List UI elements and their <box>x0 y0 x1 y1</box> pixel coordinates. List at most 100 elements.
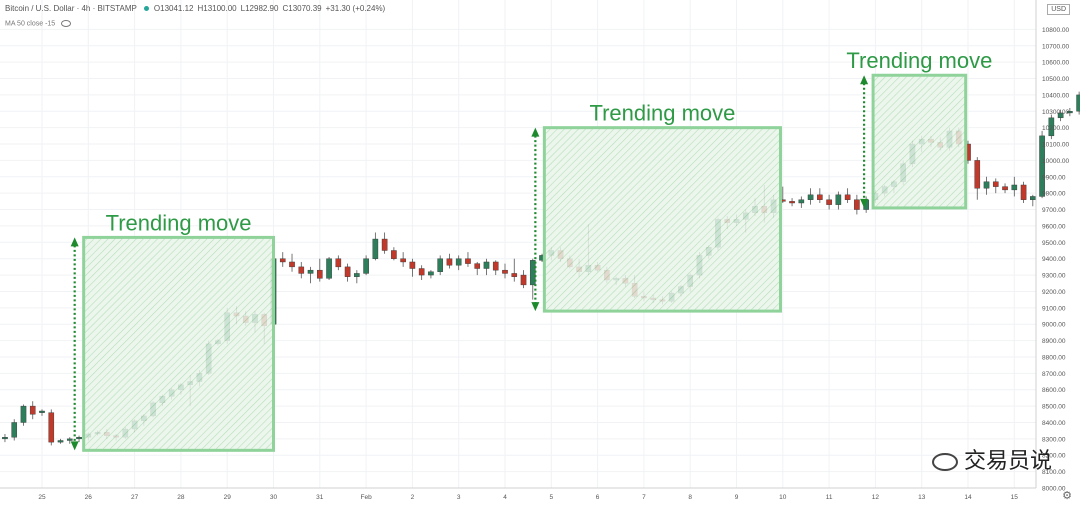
candle <box>11 419 18 441</box>
price-axis[interactable]: 8000.00 8100.00 8200.00 8300.00 8400.00 8500.… <box>1042 27 1069 493</box>
candle-body <box>983 181 990 189</box>
candle <box>1011 176 1018 197</box>
x-tick-label: 27 <box>131 494 139 501</box>
candle-body <box>437 258 443 272</box>
candle-body <box>1002 186 1008 191</box>
y-tick-label: 8700.00 <box>1042 371 1066 378</box>
candle <box>363 255 369 276</box>
arrow-down-icon <box>531 302 540 312</box>
watermark: 交易员说 <box>931 443 1052 475</box>
y-tick-label: 9200.00 <box>1042 289 1066 296</box>
candle-body <box>2 437 8 440</box>
candle-body <box>992 181 999 187</box>
x-tick-label: 14 <box>964 494 972 501</box>
y-tick-label: 10000.00 <box>1042 158 1069 165</box>
candle-body <box>29 405 36 415</box>
x-tick-label: 7 <box>642 494 646 501</box>
candle-body <box>798 199 805 204</box>
candle <box>844 188 851 203</box>
x-tick-label: Feb <box>360 494 372 501</box>
candle <box>1067 108 1073 117</box>
y-tick-label: 8000.00 <box>1042 486 1066 493</box>
candle-body <box>502 269 508 274</box>
candle-body <box>483 261 490 269</box>
candle <box>48 409 55 446</box>
symbol-title[interactable]: Bitcoin / U.S. Dollar · 4h · BITSTAMP <box>5 4 137 13</box>
trend-label: Trending move <box>106 210 252 235</box>
trend-zone-box <box>871 73 968 210</box>
candle <box>474 261 481 276</box>
candle-body <box>11 422 18 438</box>
candle <box>502 263 508 279</box>
y-tick-label: 9100.00 <box>1042 305 1066 312</box>
y-tick-label: 8400.00 <box>1042 420 1066 427</box>
y-tick-label: 10500.00 <box>1042 76 1069 83</box>
y-tick-label: 10200.00 <box>1042 125 1069 132</box>
candle-body <box>1048 117 1055 137</box>
candle-body <box>492 261 499 271</box>
y-tick-label: 8600.00 <box>1042 387 1066 394</box>
x-tick-label: 26 <box>85 494 93 501</box>
candle-body <box>39 410 45 413</box>
y-tick-label: 9800.00 <box>1042 191 1066 198</box>
currency-badge[interactable]: USD <box>1047 4 1070 15</box>
ma-label: MA 50 close -15 <box>5 20 56 28</box>
x-tick-label: 5 <box>549 494 553 501</box>
candle-body <box>289 261 295 268</box>
y-tick-label: 9500.00 <box>1042 240 1066 247</box>
ohlc-high: H13100.00 <box>197 4 237 13</box>
candle-body <box>807 194 814 200</box>
candle <box>826 194 832 210</box>
ma-indicator-legend[interactable]: MA 50 close -15 <box>5 20 72 28</box>
candle-body <box>363 258 369 274</box>
candle-body <box>844 194 851 200</box>
x-tick-label: 13 <box>918 494 926 501</box>
candle <box>455 255 462 271</box>
candle <box>428 270 434 279</box>
candle <box>76 435 82 443</box>
eye-hidden-icon[interactable] <box>61 20 72 27</box>
time-axis[interactable]: 25 26 27 28 29 30 31 Feb 2 3 4 5 6 7 8 9 10 11 12 13 14 15 <box>38 494 1018 501</box>
chart-header: Bitcoin / U.S. Dollar · 4h · BITSTAMP O13… <box>5 4 389 13</box>
candle <box>29 401 36 420</box>
candle-body <box>1057 112 1064 119</box>
candle-body <box>344 266 351 277</box>
candle <box>39 409 45 416</box>
arrow-up-icon <box>70 237 79 247</box>
candle <box>798 196 805 208</box>
candle <box>372 232 379 261</box>
y-tick-label: 10100.00 <box>1042 142 1069 149</box>
candle <box>381 232 388 254</box>
candle <box>1020 181 1027 203</box>
x-tick-label: 6 <box>596 494 600 501</box>
chat-bubble-icon <box>931 453 958 471</box>
candle-body <box>66 438 73 441</box>
candle-body <box>446 258 453 266</box>
y-tick-label: 9300.00 <box>1042 273 1066 280</box>
candle <box>400 252 406 267</box>
y-tick-label: 10800.00 <box>1042 27 1069 34</box>
candle <box>307 266 314 284</box>
x-tick-label: 28 <box>177 494 185 501</box>
candle <box>317 258 323 282</box>
candle <box>1039 130 1045 199</box>
candle-body <box>400 258 406 263</box>
candle-body <box>372 238 379 259</box>
candle-body <box>391 250 397 259</box>
gear-icon[interactable]: ⚙ <box>1062 490 1072 502</box>
candle-body <box>57 440 64 443</box>
candle-body <box>317 269 323 279</box>
candle-body <box>1076 94 1080 112</box>
candle <box>992 178 999 194</box>
x-tick-label: 8 <box>688 494 692 501</box>
x-tick-label: 4 <box>503 494 507 501</box>
market-status-dot <box>143 6 149 12</box>
arrow-up-icon <box>531 127 540 137</box>
candle-body <box>854 199 860 210</box>
candle-body <box>48 412 55 443</box>
arrow-down-icon <box>860 198 869 208</box>
x-tick-label: 15 <box>1011 494 1019 501</box>
candle <box>298 261 305 279</box>
candle <box>807 188 814 205</box>
